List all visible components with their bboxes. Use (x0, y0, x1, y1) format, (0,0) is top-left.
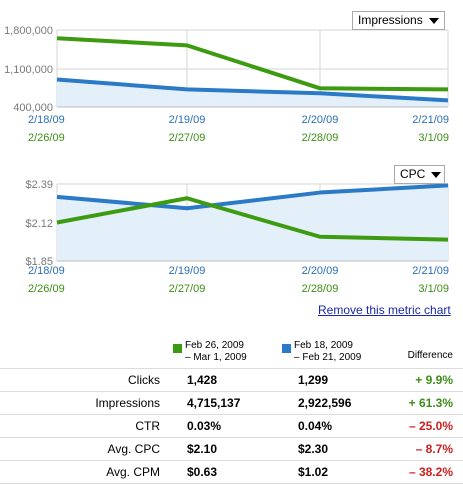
difference-header: Difference (407, 350, 453, 361)
y-tick-label: $1.85 (25, 256, 53, 268)
period-b-value: 4,715,137 (187, 396, 241, 410)
series-b-line (56, 36, 449, 92)
table-row: Impressions 4,715,137 2,922,596 + 61.3% (0, 392, 463, 415)
x-date-label-b: 2/28/09 (302, 283, 339, 295)
comparison-table: Feb 26, 2009 – Mar 1, 2009 Feb 18, 2009 … (0, 340, 463, 484)
period-a-value: 2,922,596 (298, 396, 352, 410)
period-b-swatch (173, 344, 182, 353)
metric-dropdown-label: CPC (400, 167, 426, 181)
table-row: Clicks 1,428 1,299 + 9.9% (0, 368, 463, 392)
metric-dropdown-cpc[interactable]: CPC (394, 165, 445, 184)
table-row: CTR 0.03% 0.04% – 25.0% (0, 415, 463, 438)
metric-label: CTR (135, 419, 160, 433)
x-date-label-b: 2/26/09 (28, 132, 65, 144)
x-date-label-a: 2/21/09 (412, 265, 449, 277)
difference-value: + 61.3% (408, 396, 453, 410)
series-a-line (56, 183, 449, 211)
period-b-value: $0.63 (187, 465, 218, 479)
legend-period-a: Feb 18, 2009 – Feb 21, 2009 (282, 340, 362, 364)
legend-row: Feb 26, 2009 – Mar 1, 2009 Feb 18, 2009 … (0, 340, 463, 368)
series-a-line (56, 77, 449, 103)
chevron-down-icon (431, 171, 442, 178)
metric-label: Impressions (95, 396, 160, 410)
difference-value: + 9.9% (415, 373, 453, 387)
remove-metric-chart-link[interactable]: Remove this metric chart (318, 303, 451, 317)
table-row: Avg. CPM $0.63 $1.02 – 38.2% (0, 461, 463, 484)
x-date-label-a: 2/20/09 (302, 114, 339, 126)
legend-period-b: Feb 26, 2009 – Mar 1, 2009 (173, 340, 247, 364)
table-row: Avg. CPC $2.10 $2.30 – 8.7% (0, 438, 463, 461)
x-date-label-b: 2/27/09 (169, 283, 206, 295)
chevron-down-icon (428, 17, 439, 24)
x-date-label-b: 2/26/09 (28, 283, 65, 295)
difference-value: – 25.0% (408, 419, 453, 433)
x-date-label-a: 2/20/09 (302, 265, 339, 277)
y-tick-label: 400,000 (13, 102, 53, 114)
difference-value: – 38.2% (408, 465, 453, 479)
metric-label: Clicks (128, 373, 160, 387)
y-tick-label: 1,800,000 (4, 25, 53, 37)
period-a-swatch (282, 344, 291, 353)
series-a-area (57, 185, 448, 261)
cpc-chart: $2.39 $2.12 $1.852/18/09 2/19/09 2/20/09 2/21… (25, 179, 449, 295)
x-date-label-b: 3/1/09 (418, 283, 449, 295)
y-tick-label: 1,100,000 (4, 64, 53, 76)
metric-dropdown-label: Impressions (358, 13, 423, 27)
period-b-value: 0.03% (187, 419, 222, 433)
metric-label: Avg. CPC (107, 442, 160, 456)
x-date-label-a: 2/19/09 (169, 114, 206, 126)
metric-label: Avg. CPM (106, 465, 160, 479)
x-date-label-a: 2/18/09 (28, 114, 65, 126)
period-a-value: $2.30 (298, 442, 329, 456)
legend-period-b-line1: Feb 26, 2009 (185, 340, 244, 351)
x-date-label-a: 2/21/09 (412, 114, 449, 126)
metric-rows: Clicks 1,428 1,299 + 9.9% Impressions 4,715,1… (0, 368, 463, 484)
x-date-label-b: 3/1/09 (418, 132, 449, 144)
y-tick-label: $2.12 (25, 218, 53, 230)
difference-value: – 8.7% (415, 442, 453, 456)
x-date-label-a: 2/19/09 (169, 265, 206, 277)
y-tick-label: $2.39 (25, 179, 53, 191)
period-a-value: $1.02 (298, 465, 329, 479)
metric-dropdown-impressions[interactable]: Impressions (352, 11, 445, 30)
period-a-value: 0.04% (298, 419, 333, 433)
legend-period-a-line1: Feb 18, 2009 (294, 340, 353, 351)
period-a-value: 1,299 (298, 373, 329, 387)
legend-period-a-line2: – Feb 21, 2009 (294, 352, 362, 363)
x-date-label-a: 2/18/09 (28, 265, 65, 277)
series-b-line (56, 196, 449, 242)
x-date-label-b: 2/28/09 (302, 132, 339, 144)
x-date-label-b: 2/27/09 (169, 132, 206, 144)
legend-period-b-line2: – Mar 1, 2009 (185, 352, 247, 363)
period-b-value: $2.10 (187, 442, 218, 456)
period-b-value: 1,428 (187, 373, 218, 387)
